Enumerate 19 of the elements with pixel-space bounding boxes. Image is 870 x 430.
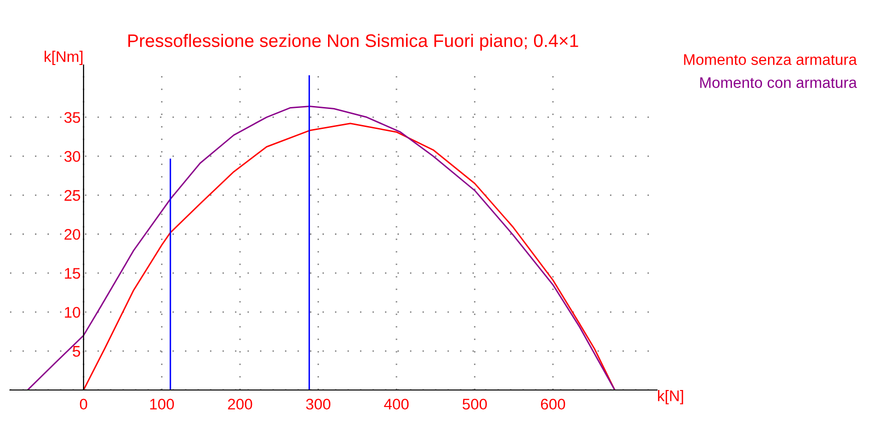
y-tick-label: 35	[64, 112, 80, 123]
x-tick-label: 600	[540, 398, 566, 410]
x-tick-label: 0	[80, 398, 88, 410]
y-tick-label: 20	[64, 228, 80, 240]
x-tick-label: 400	[384, 398, 409, 410]
y-tick-label: 30	[64, 151, 80, 162]
y-tick-label: 10	[64, 306, 80, 318]
y-tick-label: 25	[64, 190, 80, 201]
x-axis-title: k[N]	[658, 390, 684, 404]
x-tick-label: 300	[306, 398, 330, 410]
x-tick-label: 100	[150, 398, 174, 410]
text: Momento con armatura	[700, 77, 857, 88]
text: Momento senza armatura	[684, 54, 857, 65]
x-tick-label: 500	[462, 398, 487, 410]
y-tick-label: 5	[72, 346, 80, 357]
x-tick-label: 200	[228, 398, 252, 410]
y-tick-label: 15	[64, 268, 80, 279]
y-axis-title: k[Nm]	[44, 50, 82, 65]
chart-title: Pressoflessione sezione Non Sismica Fuori piano; 0.4×1	[128, 34, 578, 51]
